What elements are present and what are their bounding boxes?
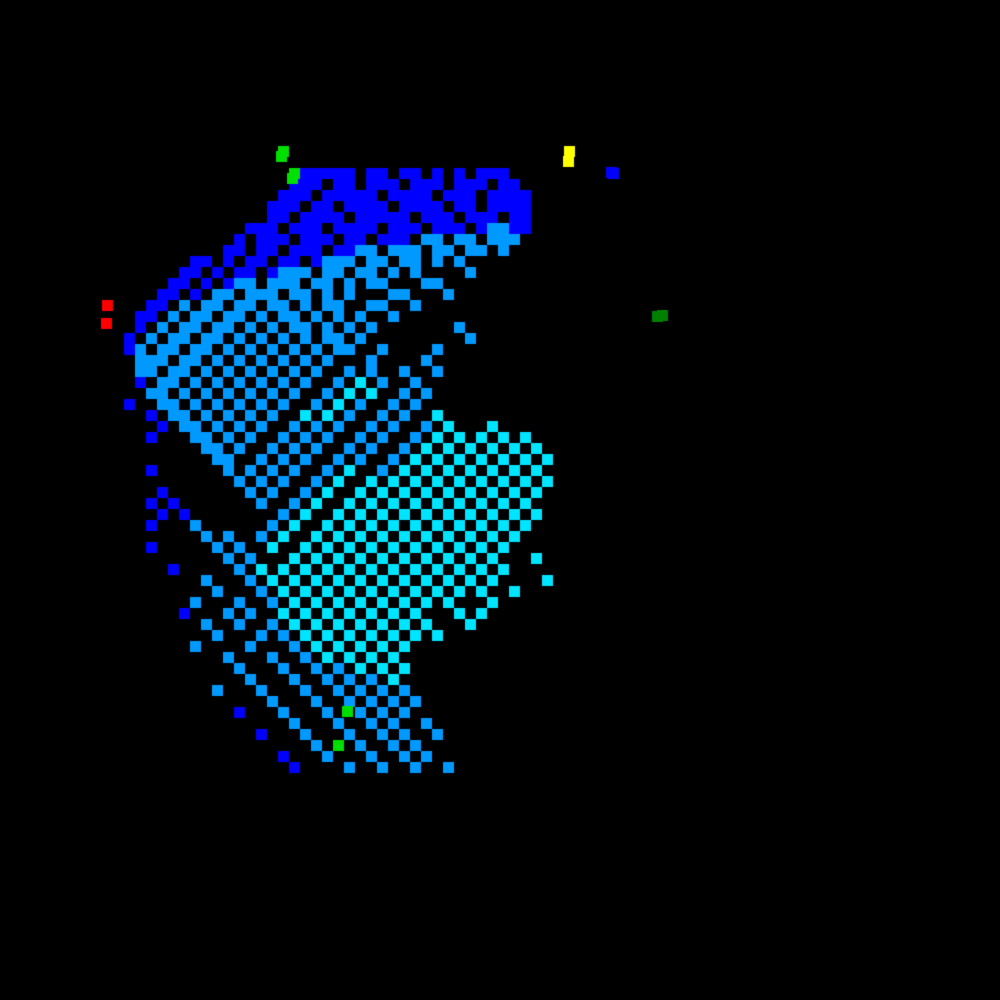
- heatmap-canvas: [0, 0, 1000, 1000]
- density-heatmap-plot: [0, 0, 1000, 1000]
